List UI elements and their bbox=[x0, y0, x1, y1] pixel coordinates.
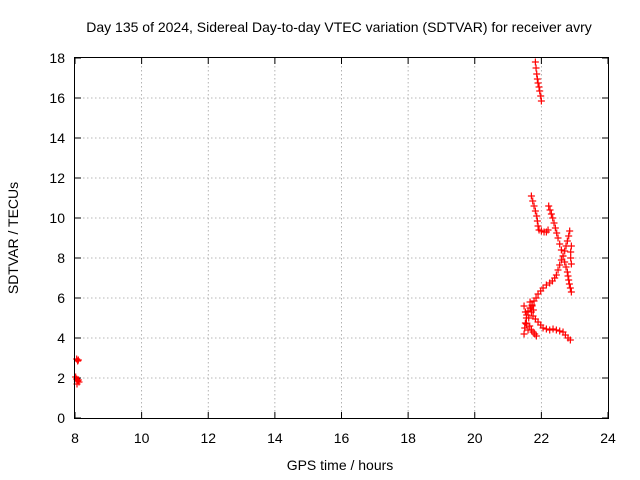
data-point bbox=[550, 219, 558, 227]
x-axis-label: GPS time / hours bbox=[287, 457, 394, 473]
data-point bbox=[537, 97, 545, 105]
data-point bbox=[539, 324, 547, 332]
data-points bbox=[72, 58, 575, 388]
data-point bbox=[74, 356, 82, 364]
data-point bbox=[556, 261, 564, 269]
data-point bbox=[563, 237, 571, 245]
x-tick-label: 18 bbox=[400, 430, 416, 446]
data-point bbox=[549, 325, 557, 333]
data-point bbox=[567, 242, 575, 250]
x-tick-label: 10 bbox=[134, 430, 150, 446]
data-point bbox=[565, 232, 573, 240]
data-point bbox=[520, 302, 528, 310]
data-point bbox=[553, 229, 561, 237]
x-tick-label: 24 bbox=[600, 430, 616, 446]
data-point bbox=[563, 268, 571, 276]
data-point bbox=[551, 224, 559, 232]
data-point bbox=[525, 314, 533, 322]
y-tick-label: 0 bbox=[57, 410, 65, 426]
data-point bbox=[533, 217, 541, 225]
plot-frame bbox=[74, 57, 609, 419]
data-point bbox=[567, 254, 575, 262]
data-point bbox=[552, 326, 560, 334]
x-tick-labels: 8 10 12 14 16 18 20 22 24 bbox=[71, 430, 616, 446]
data-point bbox=[534, 222, 542, 230]
x-tick-label: 14 bbox=[267, 430, 283, 446]
y-tick-label: 4 bbox=[57, 330, 65, 346]
x-tick-label: 8 bbox=[71, 430, 79, 446]
data-point bbox=[554, 266, 562, 274]
y-tick-labels: 0 2 4 6 8 10 12 14 16 18 bbox=[49, 50, 65, 426]
data-point bbox=[535, 83, 543, 91]
data-point bbox=[545, 202, 553, 210]
y-axis-label: SDTVAR / TECUs bbox=[5, 182, 21, 294]
y-tick-label: 6 bbox=[57, 290, 65, 306]
data-point bbox=[526, 322, 534, 330]
data-point bbox=[532, 64, 540, 72]
x-tick-label: 20 bbox=[467, 430, 483, 446]
data-point bbox=[556, 327, 564, 335]
data-point bbox=[552, 271, 560, 279]
data-point bbox=[562, 263, 570, 271]
data-point bbox=[565, 276, 573, 284]
data-point bbox=[542, 281, 550, 289]
data-point bbox=[533, 75, 541, 83]
data-point bbox=[536, 87, 544, 95]
data-point bbox=[557, 256, 565, 264]
data-point bbox=[534, 79, 542, 87]
data-point bbox=[566, 336, 574, 344]
data-point bbox=[529, 306, 537, 314]
data-point bbox=[532, 332, 540, 340]
data-point bbox=[531, 58, 539, 66]
data-point bbox=[561, 247, 569, 255]
data-point bbox=[521, 319, 529, 327]
data-point bbox=[564, 272, 572, 280]
y-tick-label: 18 bbox=[49, 50, 65, 66]
data-point bbox=[559, 252, 567, 260]
grid-lines bbox=[75, 58, 608, 418]
data-point bbox=[534, 290, 542, 298]
data-point bbox=[533, 212, 541, 220]
y-tick-label: 12 bbox=[49, 170, 65, 186]
y-tick-label: 8 bbox=[57, 250, 65, 266]
data-point bbox=[537, 92, 545, 100]
data-point bbox=[549, 214, 557, 222]
data-point bbox=[526, 298, 534, 306]
data-point bbox=[565, 280, 573, 288]
x-tick-label: 22 bbox=[534, 430, 550, 446]
y-tick-label: 14 bbox=[49, 130, 65, 146]
data-point bbox=[74, 357, 82, 365]
data-point bbox=[567, 288, 575, 296]
y-tick-label: 2 bbox=[57, 370, 65, 386]
data-point bbox=[529, 197, 537, 205]
y-tick-label: 10 bbox=[49, 210, 65, 226]
data-point bbox=[530, 297, 538, 305]
x-tick-label: 12 bbox=[200, 430, 216, 446]
x-tick-label: 16 bbox=[334, 430, 350, 446]
data-point bbox=[567, 260, 575, 268]
data-point bbox=[566, 284, 574, 292]
data-point bbox=[554, 234, 562, 242]
data-point bbox=[547, 210, 555, 218]
data-point bbox=[520, 330, 528, 338]
data-point bbox=[567, 248, 575, 256]
data-point bbox=[527, 192, 535, 200]
data-point bbox=[546, 326, 554, 334]
data-point bbox=[556, 240, 564, 248]
data-point bbox=[546, 206, 554, 214]
data-point bbox=[557, 246, 565, 254]
data-point bbox=[530, 202, 538, 210]
data-point bbox=[542, 325, 550, 333]
data-point bbox=[533, 70, 541, 78]
data-point bbox=[566, 227, 574, 235]
data-point bbox=[544, 226, 552, 234]
chart-title: Day 135 of 2024, Sidereal Day-to-day VTE… bbox=[86, 19, 592, 35]
data-point bbox=[521, 308, 529, 316]
data-point bbox=[531, 207, 539, 215]
y-tick-label: 16 bbox=[49, 90, 65, 106]
